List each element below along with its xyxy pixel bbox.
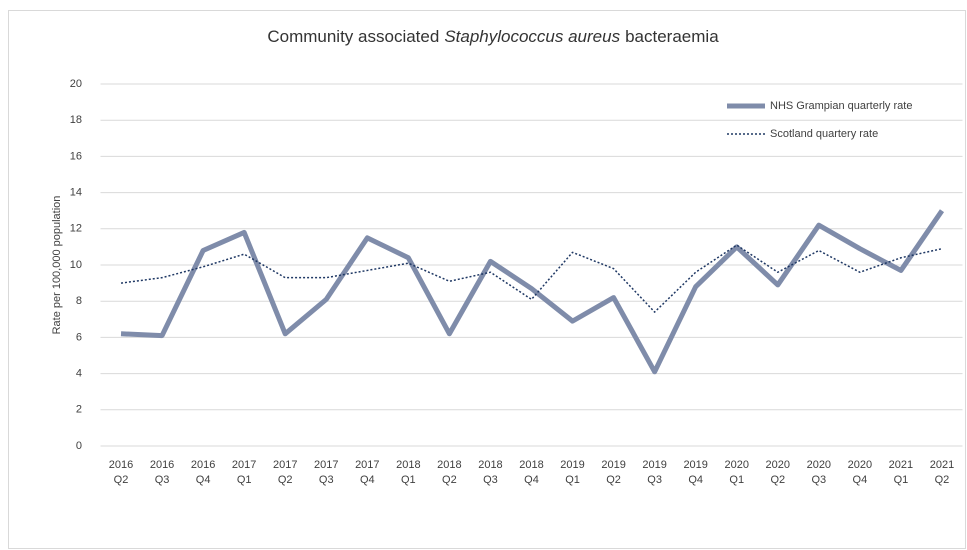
y-tick-label: 0 — [76, 440, 82, 452]
x-tick-label: Q4 — [524, 474, 539, 486]
x-tick-label: 2020 — [724, 459, 748, 471]
x-tick-label: Q2 — [442, 474, 457, 486]
x-tick-label: Q2 — [278, 474, 293, 486]
y-tick-label: 6 — [76, 331, 82, 343]
line-series — [120, 209, 945, 375]
y-tick-label: 10 — [70, 259, 82, 271]
title-part: Community associated — [267, 27, 439, 46]
chart-title: Community associated Staphylococcus aureu… — [267, 27, 719, 46]
x-tick-label: 2016 — [191, 459, 215, 471]
x-tick-label: 2020 — [766, 459, 790, 471]
x-tick-label: 2020 — [848, 459, 872, 471]
title-part: Staphylococcus aureus — [444, 27, 620, 46]
x-tick-label: 2016 — [150, 459, 174, 471]
y-tick-label: 4 — [76, 368, 82, 380]
x-tick-label: 2017 — [355, 459, 379, 471]
x-tick-label: Q3 — [319, 474, 334, 486]
x-tick-label: 2019 — [683, 459, 707, 471]
x-tick-label: Q3 — [811, 474, 826, 486]
x-tick-label: 2018 — [519, 459, 543, 471]
x-tick-label: 2021 — [889, 459, 913, 471]
x-tick-label: Q4 — [853, 474, 868, 486]
x-tick-label: Q2 — [770, 474, 785, 486]
y-tick-label: 8 — [76, 295, 82, 307]
x-tick-label: 2019 — [601, 459, 625, 471]
x-tick-label: 2019 — [560, 459, 584, 471]
x-tick-label: Q3 — [647, 474, 662, 486]
x-tick-label: Q3 — [483, 474, 498, 486]
x-tick-label: 2016 — [109, 459, 133, 471]
x-tick-label: Q1 — [894, 474, 909, 486]
x-tick-label: Q4 — [196, 474, 211, 486]
y-tick-label: 16 — [70, 150, 82, 162]
x-tick-label: Q2 — [935, 474, 950, 486]
x-tick-label: Q2 — [114, 474, 129, 486]
y-axis-label: Rate per 100,000 population — [51, 196, 63, 335]
legend-label: NHS Grampian quarterly rate — [770, 100, 912, 112]
title-part: bacteraemia — [625, 27, 719, 46]
y-tick-label: 2 — [76, 404, 82, 416]
chart-frame — [8, 10, 966, 549]
x-tick-label: 2018 — [396, 459, 420, 471]
y-tick-label: 18 — [70, 114, 82, 126]
x-tick-label: 2021 — [930, 459, 954, 471]
x-tick-label: Q1 — [565, 474, 580, 486]
x-tick-label: 2019 — [642, 459, 666, 471]
x-tick-label: 2020 — [807, 459, 831, 471]
legend-label: Scotland quartery rate — [770, 128, 878, 140]
x-tick-label: Q1 — [237, 474, 252, 486]
x-tick-label: Q2 — [606, 474, 621, 486]
y-tick-label: 14 — [70, 187, 82, 199]
x-tick-label: Q1 — [401, 474, 416, 486]
x-tick-label: 2017 — [273, 459, 297, 471]
x-tick-label: Q1 — [729, 474, 744, 486]
y-tick-label: 12 — [70, 223, 82, 235]
x-tick-label: 2017 — [314, 459, 338, 471]
x-tick-label: Q3 — [155, 474, 170, 486]
x-tick-label: 2018 — [478, 459, 502, 471]
x-tick-label: 2017 — [232, 459, 256, 471]
y-tick-label: 20 — [70, 78, 82, 90]
x-tick-label: Q4 — [688, 474, 703, 486]
x-tick-label: Q4 — [360, 474, 375, 486]
x-tick-label: 2018 — [437, 459, 461, 471]
